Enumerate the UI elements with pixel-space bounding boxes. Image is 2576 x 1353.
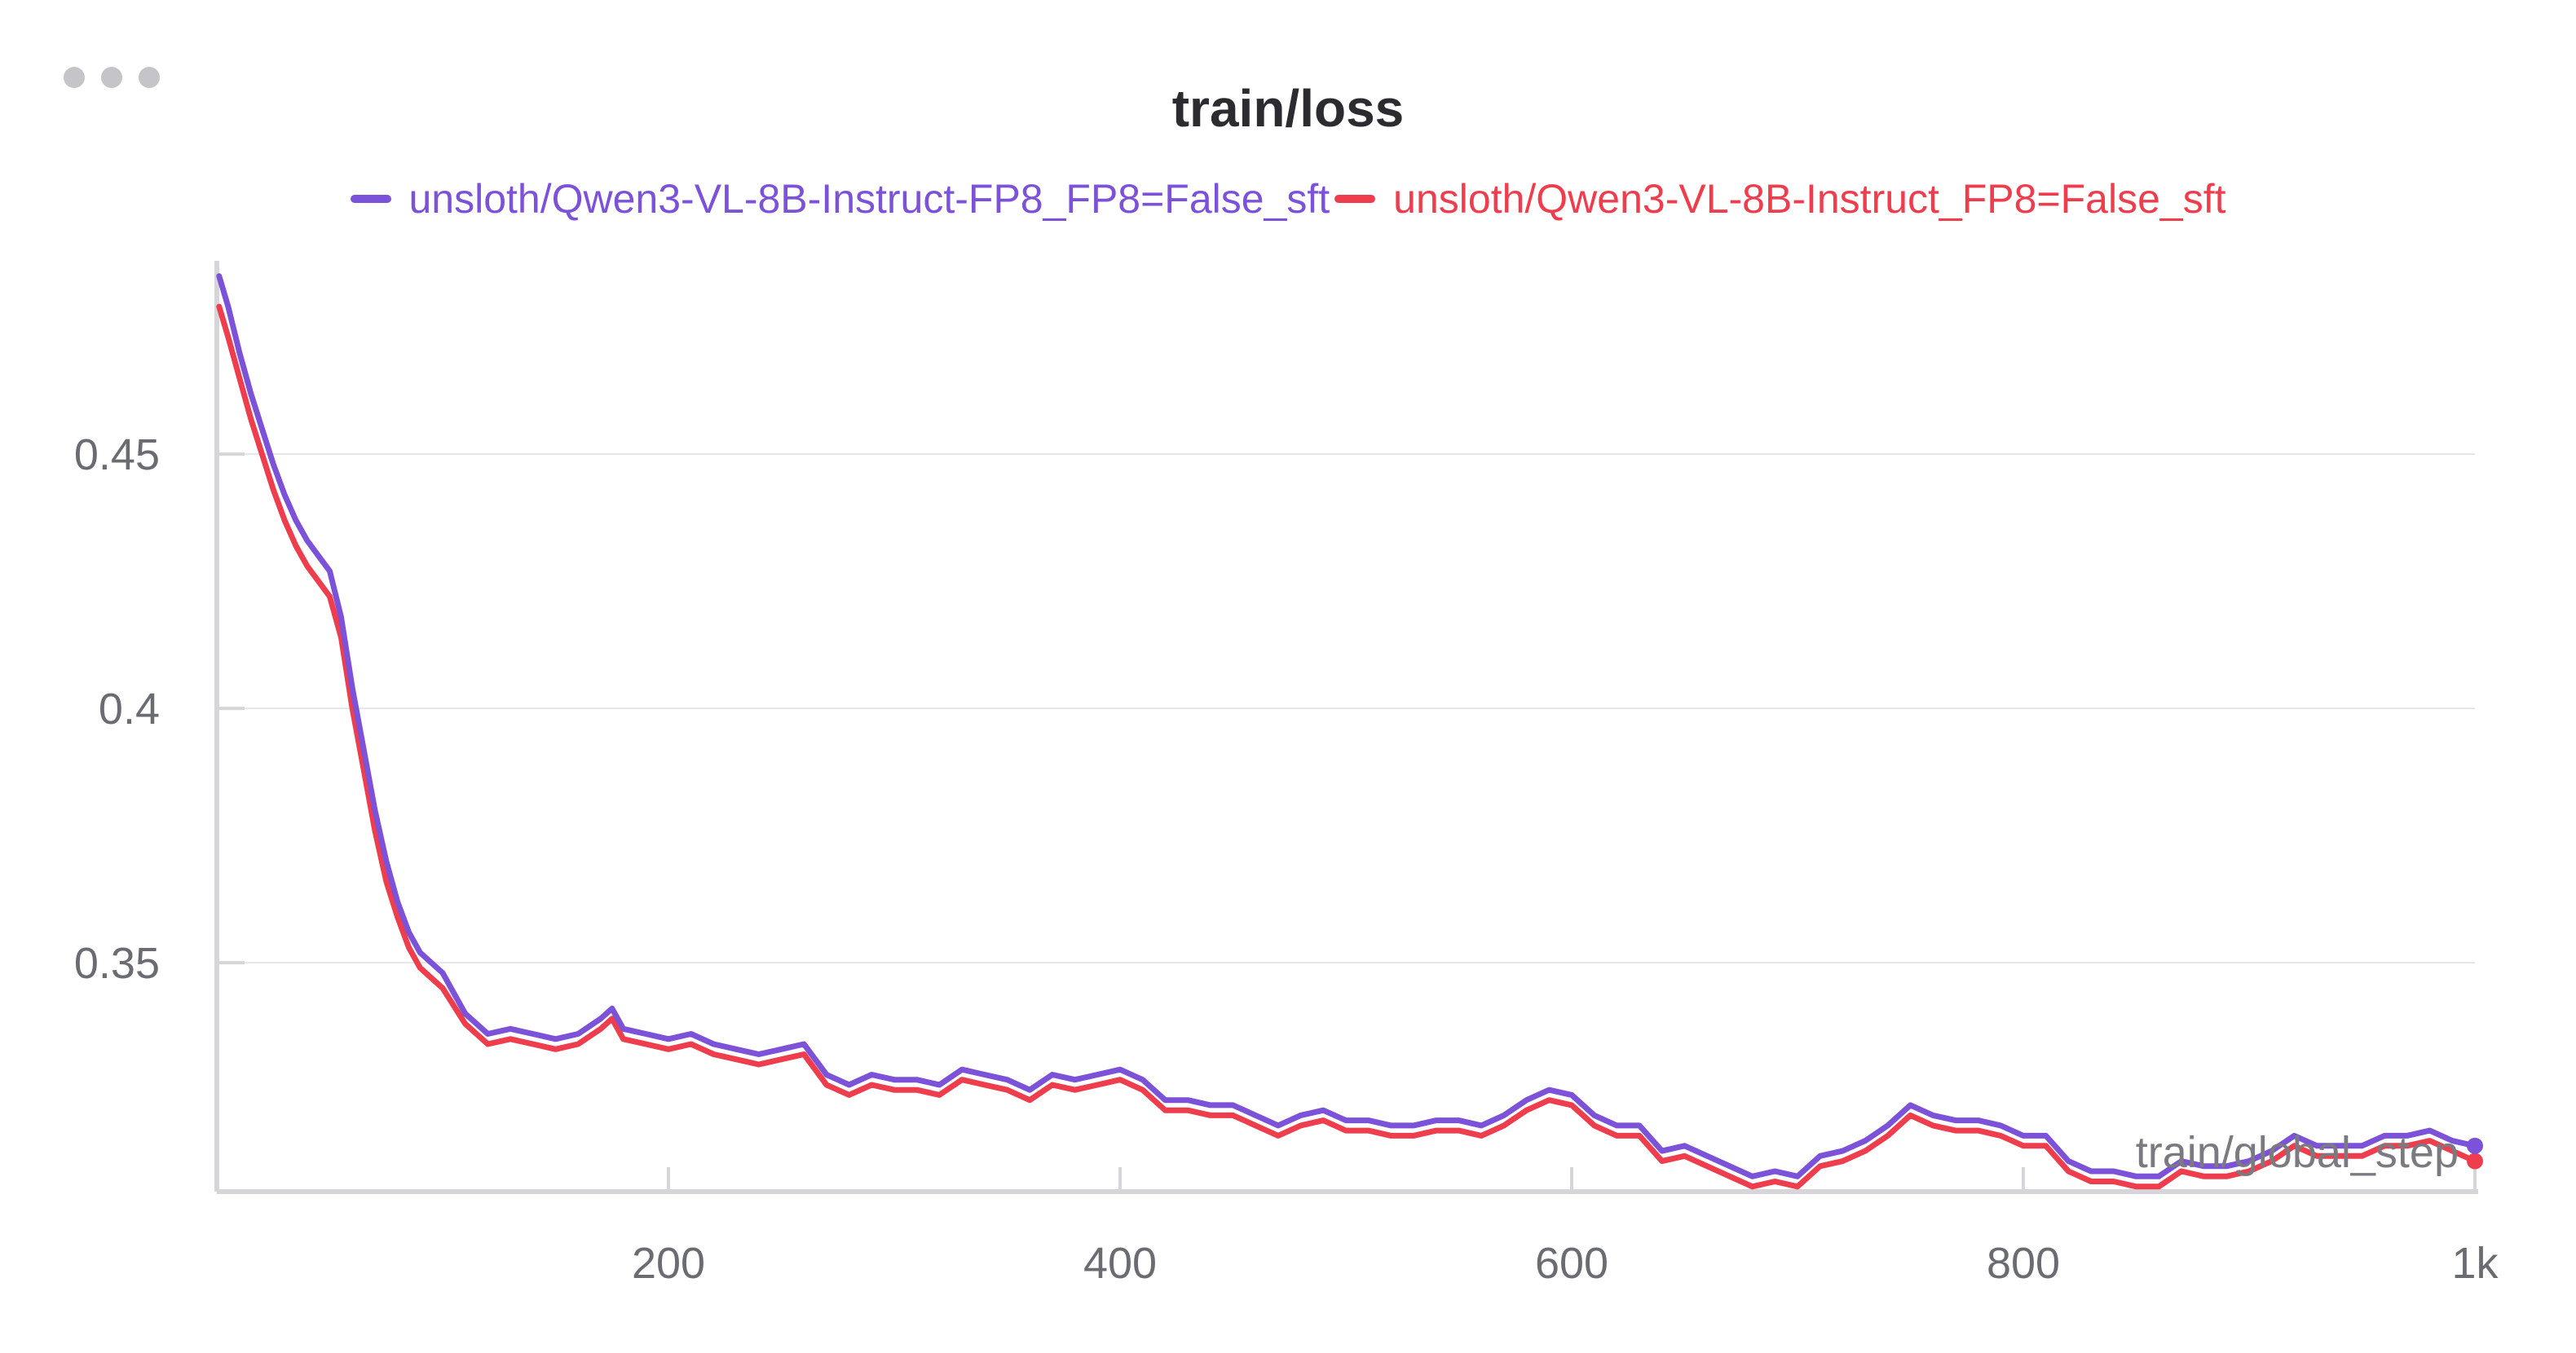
x-axis-ticks: 200 400 600 800 1k	[632, 1167, 2499, 1288]
legend-label-series-a: unsloth/Qwen3-VL-8B-Instruct-FP8_FP8=Fal…	[408, 176, 1330, 222]
series-end-point-a	[2467, 1137, 2483, 1154]
y-tick-label: 0.4	[99, 685, 160, 734]
series-line-b	[216, 303, 2478, 1190]
x-tick-label: 1k	[2451, 1239, 2499, 1288]
legend-item-series-b[interactable]: unsloth/Qwen3-VL-8B-Instruct_FP8=False_s…	[1334, 175, 2226, 223]
y-axis-ticks: 0.35 0.4 0.45	[74, 430, 245, 988]
x-tick-label: 400	[1083, 1239, 1157, 1288]
legend-swatch-series-b	[1334, 195, 1376, 203]
chart-title: train/loss	[1171, 79, 1405, 138]
x-tick-label: 600	[1535, 1239, 1608, 1288]
grid-lines	[217, 453, 2475, 964]
series-line-a	[216, 273, 2478, 1179]
x-tick-label: 800	[1987, 1239, 2060, 1288]
series-end-point-b	[2467, 1152, 2483, 1170]
legend-item-series-a[interactable]: unsloth/Qwen3-VL-8B-Instruct-FP8_FP8=Fal…	[350, 175, 1330, 223]
ellipsis-dot	[64, 67, 85, 88]
y-tick-label: 0.35	[74, 939, 160, 988]
chart-axes	[214, 261, 2478, 1194]
chart-legend: unsloth/Qwen3-VL-8B-Instruct-FP8_FP8=Fal…	[0, 175, 2576, 223]
ellipsis-icon[interactable]	[64, 67, 160, 88]
ellipsis-dot	[101, 67, 122, 88]
x-tick-label: 200	[632, 1239, 705, 1288]
legend-swatch-series-a	[350, 195, 391, 203]
chart-series	[216, 273, 2483, 1190]
y-tick-label: 0.45	[74, 430, 160, 479]
x-axis-label: train/global_step	[2136, 1128, 2459, 1177]
ellipsis-dot	[139, 67, 160, 88]
legend-label-series-b: unsloth/Qwen3-VL-8B-Instruct_FP8=False_s…	[1393, 176, 2226, 222]
